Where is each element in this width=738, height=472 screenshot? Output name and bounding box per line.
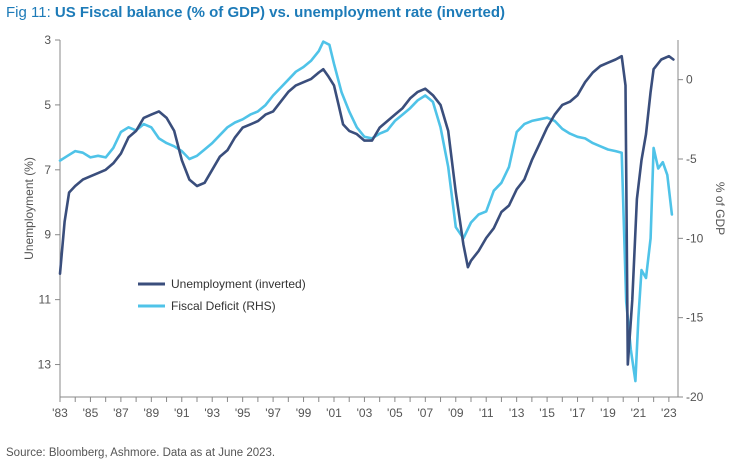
x-tick-label: '19 <box>600 406 616 420</box>
x-tick-label: '17 <box>570 406 586 420</box>
left-tick-label: 11 <box>39 293 52 307</box>
x-tick-label: '87 <box>113 406 129 420</box>
right-tick-label: -15 <box>686 311 704 325</box>
x-tick-label: '95 <box>235 406 251 420</box>
legend-label: Fiscal Deficit (RHS) <box>171 299 276 313</box>
y-right-axis-title: % of GDP <box>713 182 727 235</box>
x-tick-label: '11 <box>479 406 494 420</box>
x-tick-label: '21 <box>631 406 647 420</box>
x-tick-label: '23 <box>661 406 677 420</box>
right-tick-label: -20 <box>686 390 704 404</box>
chart-title-text: US Fiscal balance (% of GDP) vs. unemplo… <box>54 4 506 21</box>
source-note: Source: Bloomberg, Ashmore. Data as at J… <box>6 447 276 459</box>
x-tick-label: '99 <box>296 406 312 420</box>
chart-series-layer <box>58 40 675 383</box>
chart-legend: Unemployment (inverted) Fiscal Deficit (R… <box>138 277 306 313</box>
x-tick-label: '83 <box>52 406 68 420</box>
x-tick-label: '85 <box>83 406 99 420</box>
x-tick-label: '05 <box>387 406 403 420</box>
left-tick-label: 9 <box>44 228 51 242</box>
chart-title: Fig 11: US Fiscal balance (% of GDP) vs.… <box>6 4 505 21</box>
series-line-fiscal-deficit <box>58 40 674 383</box>
x-tick-label: '03 <box>357 406 373 420</box>
x-tick-label: '13 <box>509 406 525 420</box>
y-left-axis-title: Unemployment (%) <box>22 157 36 260</box>
legend-label: Unemployment (inverted) <box>171 277 306 291</box>
left-tick-label: 13 <box>38 358 52 372</box>
x-tick-label: '15 <box>539 406 555 420</box>
x-tick-label: '97 <box>265 406 281 420</box>
left-tick-label: 3 <box>44 33 51 47</box>
series-line-unemployment <box>58 54 675 366</box>
x-tick-label: '91 <box>174 406 190 420</box>
x-tick-label: '07 <box>417 406 433 420</box>
chart-axes: 3 5 7 9 11 13 0 -5 -10 -15 -20 '83 '85 '87 '89 '91 '93 '9… <box>22 33 727 420</box>
x-tick-label: '09 <box>448 406 464 420</box>
figure-label: Fig 11: <box>6 4 55 21</box>
x-tick-label: '89 <box>144 406 160 420</box>
right-tick-label: 0 <box>686 73 693 87</box>
x-tick-label: '01 <box>326 406 342 420</box>
right-tick-label: -10 <box>686 231 704 245</box>
left-tick-label: 5 <box>44 98 51 112</box>
right-tick-label: -5 <box>686 152 697 166</box>
left-tick-label: 7 <box>44 163 51 177</box>
x-tick-label: '93 <box>204 406 220 420</box>
